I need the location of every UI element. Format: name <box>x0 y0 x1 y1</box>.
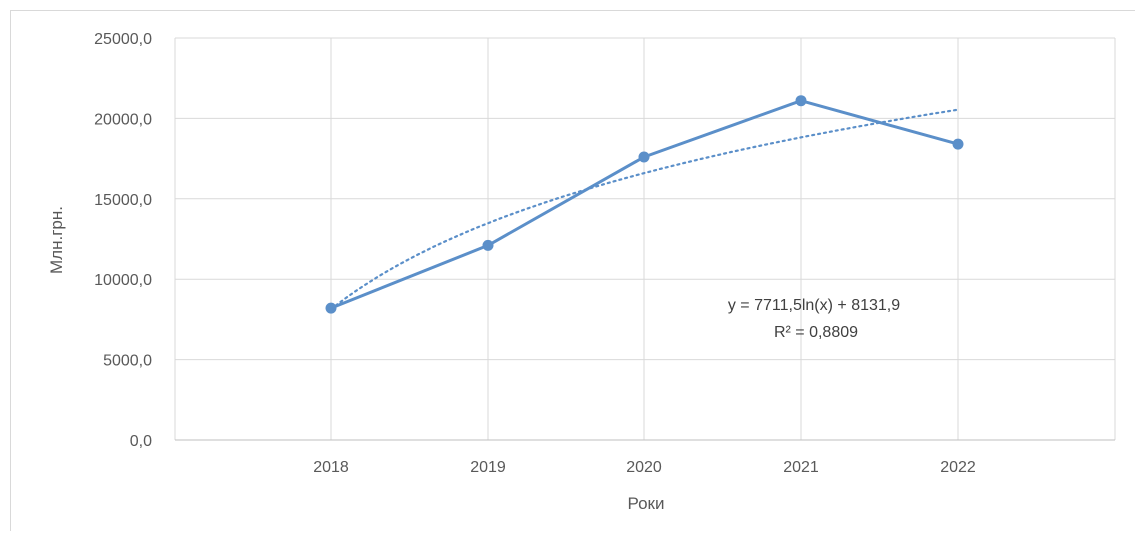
x-tick-label: 2022 <box>940 459 976 476</box>
data-point-marker <box>638 151 650 163</box>
x-tick-label: 2019 <box>470 459 506 476</box>
y-tick-label: 10000,0 <box>94 272 152 289</box>
y-tick-label: 15000,0 <box>94 192 152 209</box>
y-tick-label: 5000,0 <box>103 353 152 370</box>
x-axis-title: Роки <box>628 494 665 513</box>
x-tick-label: 2018 <box>313 459 349 476</box>
y-axis-title: Млн.грн. <box>47 206 66 274</box>
trendline-r-squared: R² = 0,8809 <box>774 324 858 341</box>
data-point-marker <box>325 302 337 314</box>
grid-lines <box>174 37 1116 441</box>
chart-frame <box>10 10 1135 531</box>
x-tick-label: 2021 <box>783 459 819 476</box>
tick-labels: 0,0 5000,0 10000,0 15000,0 20000,0 25000,0 201… <box>94 31 976 476</box>
x-tick-label: 2020 <box>626 459 662 476</box>
trendline-equation: y = 7711,5ln(x) + 8131,9 <box>728 297 900 314</box>
series-layer <box>325 95 964 314</box>
trendline <box>329 108 960 311</box>
data-point-marker <box>482 239 494 251</box>
data-point-marker <box>952 138 964 150</box>
trendline-layer <box>329 108 960 311</box>
y-tick-label: 20000,0 <box>94 111 152 128</box>
data-point-marker <box>795 95 807 107</box>
y-tick-label: 0,0 <box>130 433 152 450</box>
y-tick-label: 25000,0 <box>94 31 152 48</box>
